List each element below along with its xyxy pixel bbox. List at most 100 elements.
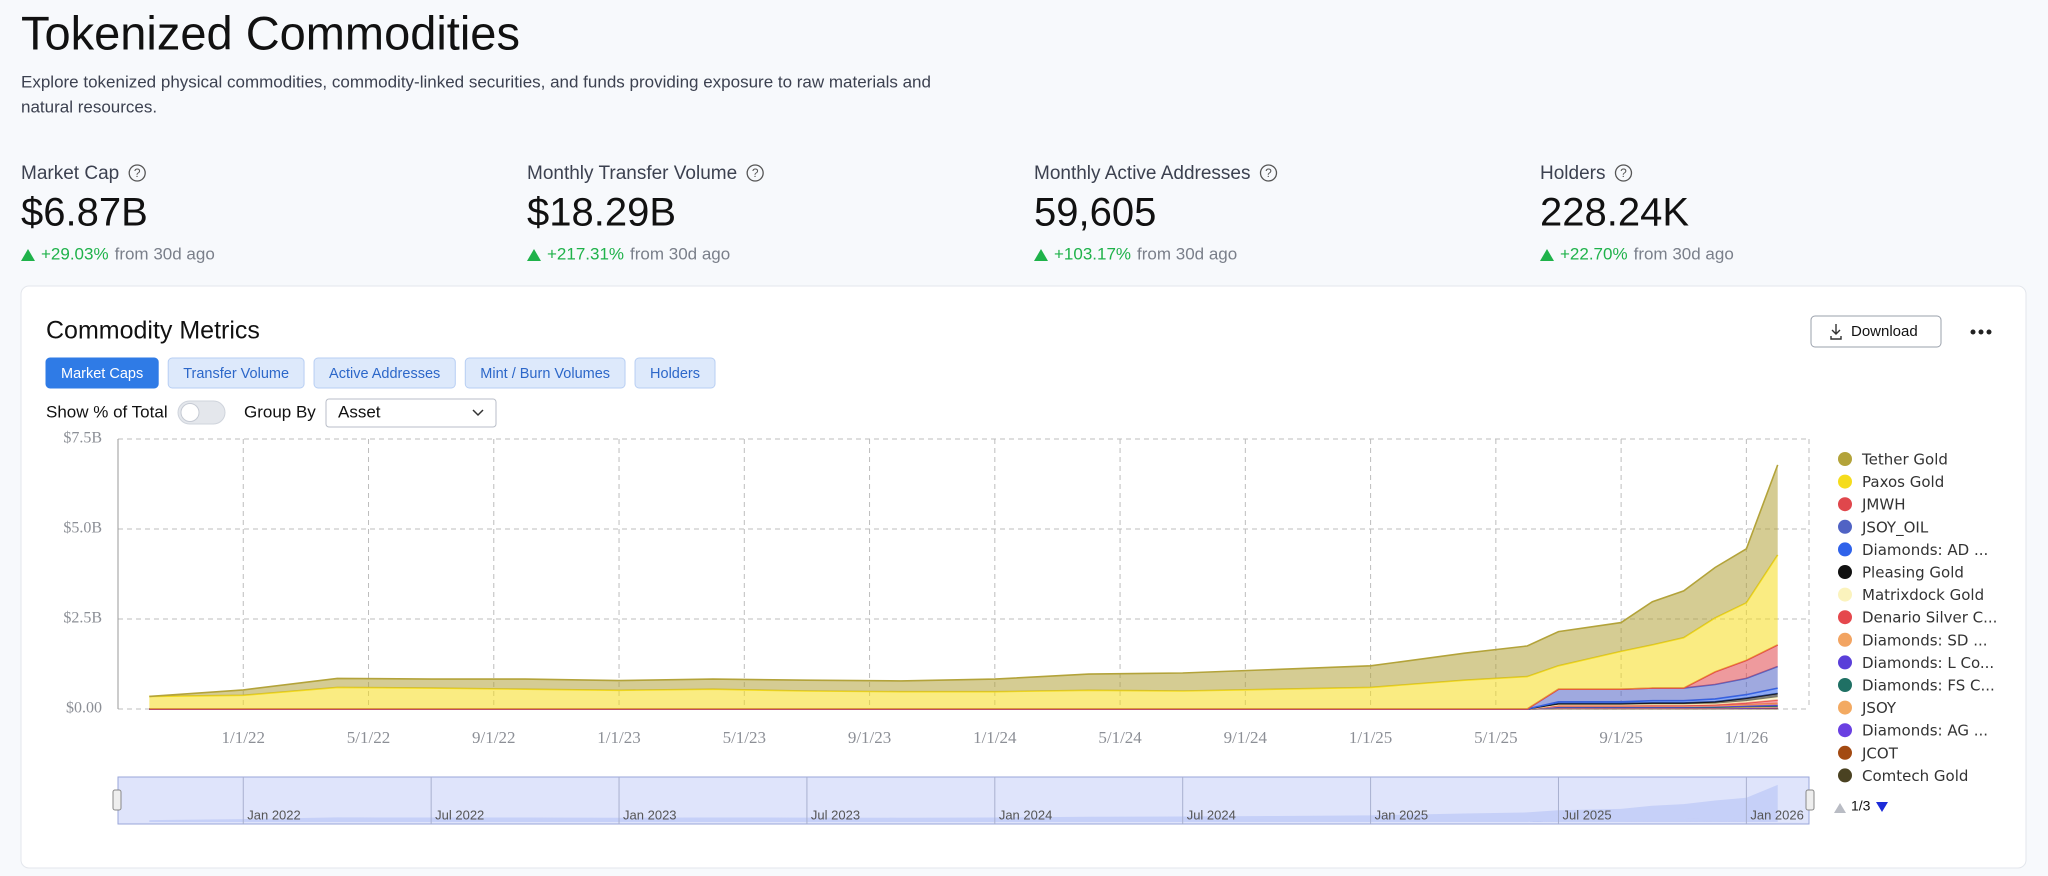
legend-swatch[interactable] — [1838, 678, 1852, 692]
legend-swatch[interactable] — [1838, 632, 1852, 647]
x-tick-label: 1/1/25 — [1349, 728, 1392, 747]
legend-label[interactable]: JSOY_OIL — [1861, 518, 1929, 537]
legend-item[interactable]: Comtech Gold — [1838, 767, 1968, 785]
tab-frame[interactable] — [45, 357, 159, 389]
tab[interactable]: Mint / Burn Volumes — [464, 357, 626, 389]
legend-item[interactable]: Diamonds: FS C... — [1838, 677, 1995, 695]
tab-label[interactable]: Holders — [650, 366, 700, 382]
navigator-label: Jan 2025 — [1375, 807, 1429, 822]
legend-label[interactable]: Denario Silver C... — [1862, 609, 1997, 627]
help-mark: ? — [134, 166, 141, 180]
download-button[interactable]: Download — [1810, 315, 1942, 348]
stat-value: $6.87B — [21, 191, 148, 235]
legend-swatch[interactable] — [1838, 497, 1852, 512]
legend-prev[interactable] — [1834, 803, 1846, 813]
legend-swatch[interactable] — [1838, 655, 1852, 670]
help-icon[interactable] — [1259, 164, 1278, 182]
legend-label[interactable]: Diamonds: SD ... — [1862, 631, 1988, 649]
more-menu[interactable] — [1970, 329, 1992, 335]
tab-label[interactable]: Mint / Burn Volumes — [480, 366, 610, 382]
dot[interactable] — [1978, 329, 1984, 335]
legend-next[interactable] — [1876, 802, 1888, 812]
legend-item[interactable]: JMWH — [1838, 496, 1905, 514]
legend-item[interactable]: Diamonds: AG ... — [1838, 722, 1988, 740]
help-mark: ? — [1265, 166, 1272, 180]
legend-swatch[interactable] — [1838, 723, 1852, 738]
help-mark: ? — [1620, 166, 1627, 180]
legend-item[interactable]: JSOY_OIL — [1838, 518, 1929, 537]
help-icon[interactable] — [746, 164, 764, 182]
legend-swatch[interactable] — [1838, 610, 1852, 625]
legend-item[interactable]: Diamonds: AD ... — [1838, 541, 1988, 559]
stat-label: Monthly Active Addresses — [1034, 163, 1251, 184]
legend-swatch[interactable] — [1838, 565, 1852, 579]
button-label[interactable]: Download — [1851, 323, 1918, 340]
tab-label[interactable]: Active Addresses — [329, 366, 440, 382]
legend-item[interactable]: Diamonds: L Co... — [1838, 654, 1994, 672]
legend-swatch[interactable] — [1838, 519, 1852, 534]
navigator-label: Jan 2024 — [999, 807, 1053, 822]
legend-label[interactable]: Diamonds: AG ... — [1862, 722, 1988, 740]
legend-swatch[interactable] — [1838, 474, 1852, 489]
select-frame[interactable] — [325, 398, 497, 428]
percent-toggle[interactable] — [177, 400, 226, 425]
legend-label[interactable]: Comtech Gold — [1862, 767, 1968, 785]
legend-item[interactable]: Diamonds: SD ... — [1838, 631, 1988, 649]
tab[interactable]: Transfer Volume — [167, 357, 305, 389]
legend-label[interactable]: Diamonds: L Co... — [1862, 654, 1994, 672]
help-mark: ? — [752, 166, 759, 180]
x-tick-label: 5/1/22 — [347, 728, 390, 747]
stat-change: +22.70% — [1560, 244, 1628, 263]
legend-swatch[interactable] — [1838, 542, 1852, 557]
legend-label[interactable]: JMWH — [1861, 496, 1905, 514]
stat-label: Holders — [1540, 163, 1605, 184]
tab[interactable]: Holders — [634, 357, 716, 389]
tab-frame[interactable] — [634, 357, 716, 389]
navigator-handle[interactable] — [1805, 789, 1815, 811]
legend-item[interactable]: JSOY — [1838, 699, 1897, 717]
legend-item[interactable]: Denario Silver C... — [1838, 609, 1997, 627]
legend-label[interactable]: Pleasing Gold — [1862, 564, 1964, 582]
navigator-handle[interactable] — [112, 789, 122, 811]
button-frame[interactable] — [1810, 315, 1942, 348]
tab[interactable]: Active Addresses — [313, 357, 456, 389]
toggle-knob[interactable] — [180, 403, 200, 422]
legend-swatch[interactable] — [1838, 587, 1852, 602]
legend-item[interactable]: JCOT — [1838, 744, 1899, 762]
legend-label[interactable]: Diamonds: FS C... — [1862, 677, 1995, 695]
navigator[interactable] — [117, 776, 1810, 825]
legend-item[interactable]: Paxos Gold — [1838, 473, 1944, 491]
legend-label[interactable]: Matrixdock Gold — [1862, 586, 1984, 604]
tab-label[interactable]: Market Caps — [61, 366, 143, 382]
up-arrow — [1034, 249, 1048, 261]
x-tick-label: 1/1/22 — [222, 728, 265, 747]
help-icon[interactable] — [128, 164, 146, 182]
tab-frame[interactable] — [313, 357, 456, 389]
tab-frame[interactable] — [464, 357, 626, 389]
legend-item[interactable]: Matrixdock Gold — [1838, 586, 1984, 604]
legend-swatch[interactable] — [1838, 452, 1852, 466]
x-tick-label: 9/1/24 — [1224, 728, 1268, 747]
group-by-select[interactable]: Asset — [325, 398, 497, 428]
legend-label[interactable]: JSOY — [1861, 699, 1897, 717]
legend-item[interactable]: Pleasing Gold — [1838, 564, 1964, 582]
select-value[interactable]: Asset — [338, 402, 381, 421]
dot[interactable] — [1970, 329, 1976, 335]
legend-label[interactable]: JCOT — [1861, 744, 1899, 762]
legend-swatch[interactable] — [1838, 745, 1852, 760]
legend-label[interactable]: Diamonds: AD ... — [1862, 541, 1988, 559]
legend-page: 1/3 — [1851, 798, 1871, 814]
legend-item[interactable]: Tether Gold — [1838, 451, 1948, 469]
tab[interactable]: Market Caps — [45, 357, 159, 389]
legend-swatch[interactable] — [1838, 700, 1852, 715]
dot[interactable] — [1986, 329, 1992, 335]
legend-label[interactable]: Paxos Gold — [1862, 473, 1944, 491]
tab-label[interactable]: Transfer Volume — [183, 366, 289, 382]
legend-label[interactable]: Tether Gold — [1861, 451, 1948, 469]
tab-frame[interactable] — [167, 357, 305, 389]
stat-value: 228.24K — [1540, 191, 1689, 235]
legend-swatch[interactable] — [1838, 768, 1852, 783]
help-icon[interactable] — [1614, 164, 1633, 182]
